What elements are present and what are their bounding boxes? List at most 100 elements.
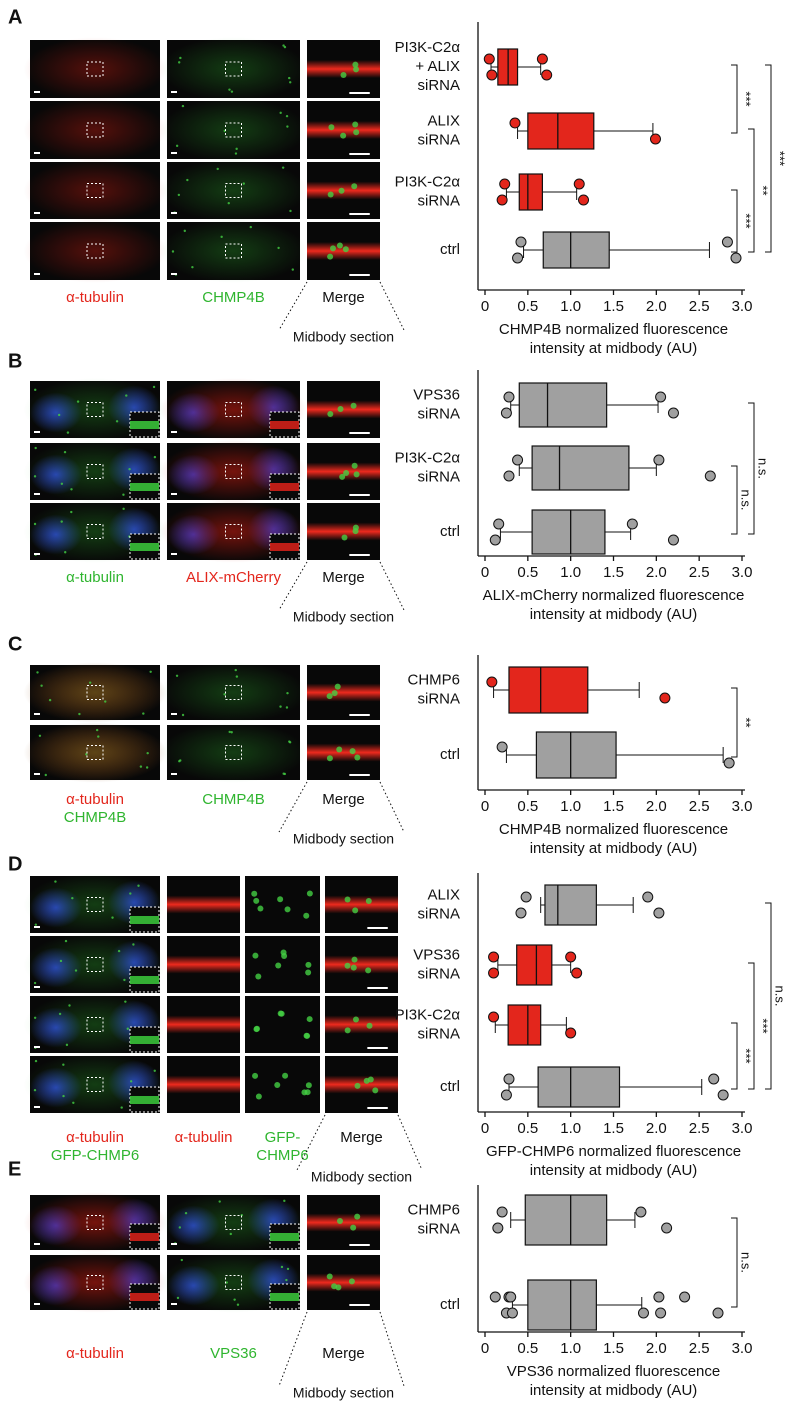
spot xyxy=(111,916,114,919)
spot xyxy=(142,712,145,715)
x-tick-label: 2.0 xyxy=(646,798,667,815)
section-line xyxy=(278,281,308,331)
spot xyxy=(225,1281,228,1284)
spot xyxy=(171,250,175,253)
section-label: Midbody section xyxy=(293,831,394,847)
channel-label: Merge xyxy=(322,1345,365,1362)
cell-glow xyxy=(23,37,167,101)
significance-label: *** xyxy=(773,151,788,166)
spot xyxy=(66,431,70,434)
inset-band xyxy=(130,1233,159,1241)
spot xyxy=(286,691,289,695)
spot xyxy=(62,1094,65,1098)
spot xyxy=(282,44,285,47)
cell-glow xyxy=(160,219,307,283)
spot xyxy=(230,731,233,734)
spot xyxy=(279,111,282,115)
spot xyxy=(235,147,238,151)
section-line xyxy=(278,561,308,611)
category-label: PI3K-C2α xyxy=(395,1006,461,1023)
spot xyxy=(235,675,239,678)
outlier xyxy=(723,757,735,769)
x-axis-label: ALIX-mCherry normalized fluorescence xyxy=(483,587,745,604)
outlier xyxy=(503,391,515,403)
spot xyxy=(117,949,121,953)
spot xyxy=(372,1087,379,1094)
roi-box xyxy=(86,524,104,539)
outlier xyxy=(496,1206,508,1218)
panel-letter: E xyxy=(8,1158,21,1180)
outlier xyxy=(486,676,498,688)
outlier xyxy=(653,907,665,919)
outlier xyxy=(536,53,548,65)
x-tick-label: 2.5 xyxy=(689,1340,710,1357)
x-tick-label: 1.5 xyxy=(603,1340,624,1357)
spot xyxy=(336,1217,343,1224)
spot xyxy=(354,1213,361,1220)
significance-label: n.s. xyxy=(756,458,771,479)
spot xyxy=(64,939,68,943)
significance-bracket xyxy=(765,64,772,253)
x-axis-label: CHMP4B normalized fluorescence xyxy=(499,821,728,838)
category-label: siRNA xyxy=(417,905,460,922)
outlier xyxy=(649,133,661,145)
spot xyxy=(329,245,336,252)
category-label: VPS36 xyxy=(413,386,460,403)
channel-label: GFP- xyxy=(265,1129,301,1146)
box xyxy=(527,112,595,150)
spot xyxy=(353,471,360,478)
section-line xyxy=(296,1114,326,1171)
outlier xyxy=(571,967,583,979)
channel-label: Merge xyxy=(322,569,365,586)
channel-label: α-tubulin xyxy=(66,1345,124,1362)
spot xyxy=(344,1027,351,1034)
significance-bracket xyxy=(748,962,755,1090)
spot xyxy=(352,61,359,68)
outlier xyxy=(496,194,508,206)
roi-box xyxy=(225,745,242,760)
significance-bracket xyxy=(765,902,772,1090)
spot xyxy=(220,235,223,239)
channel-label: CHMP4B xyxy=(202,791,265,808)
spot xyxy=(145,766,149,769)
spot xyxy=(149,670,152,673)
category-label: siRNA xyxy=(417,965,460,982)
midbody-band xyxy=(325,955,398,974)
spot xyxy=(354,1082,361,1089)
roi-box xyxy=(86,464,104,479)
channel-label: α-tubulin xyxy=(66,1129,124,1146)
spot xyxy=(34,1059,38,1063)
spot xyxy=(331,690,338,697)
outlier xyxy=(488,951,500,963)
x-tick-label: 0.5 xyxy=(517,1340,538,1357)
spot xyxy=(363,1077,370,1084)
midbody-band xyxy=(307,522,380,541)
spot xyxy=(88,681,92,684)
x-tick-label: 0 xyxy=(481,1340,489,1357)
panel-letter: B xyxy=(8,350,22,372)
spot xyxy=(337,406,344,413)
spot xyxy=(181,713,185,717)
channel-label: CHMP4B xyxy=(202,289,265,306)
significance-label: n.s. xyxy=(739,490,754,511)
significance-label: *** xyxy=(739,1048,754,1063)
roi-box xyxy=(86,183,104,198)
spot xyxy=(342,246,349,253)
x-tick-label: 3.0 xyxy=(732,1120,753,1137)
category-label: PI3K-C2α xyxy=(395,39,461,56)
spot xyxy=(104,700,107,703)
section-label: Midbody section xyxy=(293,609,394,625)
x-axis-label: intensity at midbody (AU) xyxy=(530,1382,698,1399)
outlier xyxy=(717,1089,729,1101)
significance-bracket xyxy=(748,402,755,535)
roi-box xyxy=(225,402,242,417)
inset-band xyxy=(130,1036,159,1044)
box xyxy=(507,1004,542,1046)
spot xyxy=(70,510,73,514)
x-tick-label: 3.0 xyxy=(732,798,753,815)
category-label: + ALIX xyxy=(415,58,460,75)
inset-band xyxy=(130,916,159,924)
spot xyxy=(216,167,219,171)
significance-label: *** xyxy=(739,213,754,228)
